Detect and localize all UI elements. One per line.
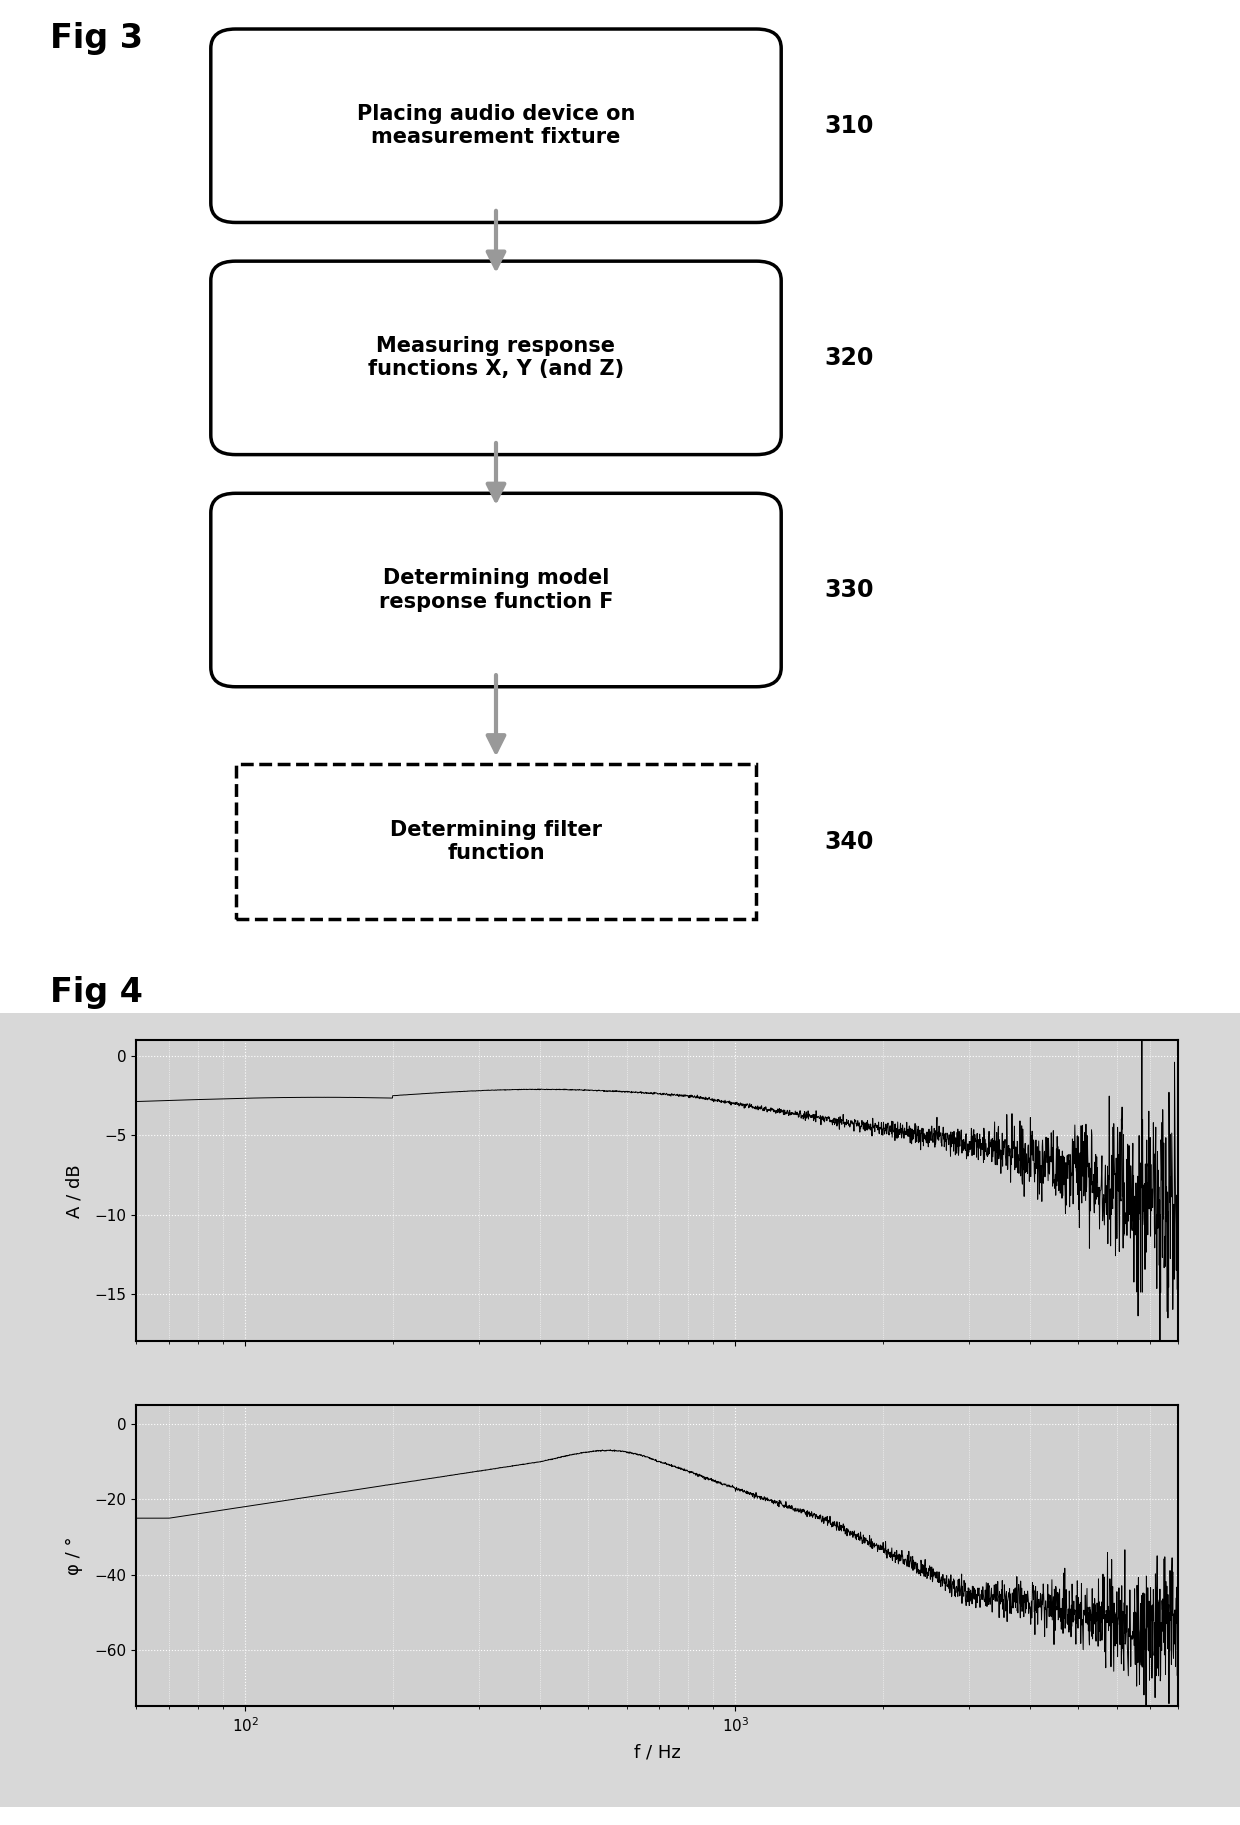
Text: 310: 310 xyxy=(825,113,874,137)
FancyBboxPatch shape xyxy=(211,261,781,454)
Text: Measuring response
functions X, Y (and Z): Measuring response functions X, Y (and Z… xyxy=(368,336,624,380)
Text: Fig 4: Fig 4 xyxy=(50,976,143,1009)
FancyBboxPatch shape xyxy=(236,765,756,920)
X-axis label: f / Hz: f / Hz xyxy=(634,1743,681,1761)
Y-axis label: φ / °: φ / ° xyxy=(66,1537,83,1575)
Text: Determining filter
function: Determining filter function xyxy=(391,819,601,863)
Text: Placing audio device on
measurement fixture: Placing audio device on measurement fixt… xyxy=(357,104,635,148)
Text: Determining model
response function F: Determining model response function F xyxy=(378,568,614,611)
Text: 330: 330 xyxy=(825,579,874,602)
Y-axis label: A / dB: A / dB xyxy=(66,1164,83,1217)
Text: 340: 340 xyxy=(825,830,874,854)
FancyBboxPatch shape xyxy=(211,493,781,686)
FancyBboxPatch shape xyxy=(211,29,781,223)
Text: 320: 320 xyxy=(825,347,874,370)
Text: Fig 3: Fig 3 xyxy=(50,22,143,55)
